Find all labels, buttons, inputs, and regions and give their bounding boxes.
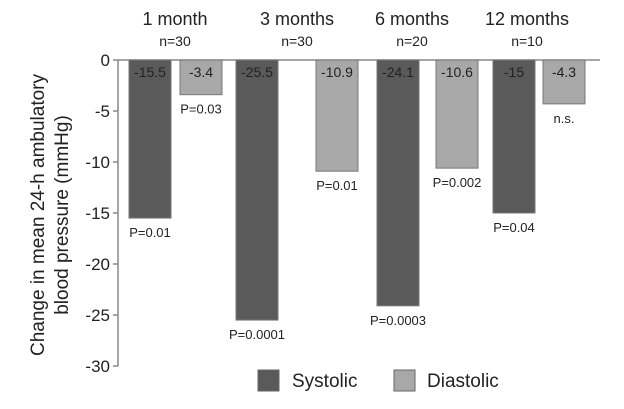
legend-label-diastolic: Diastolic xyxy=(427,371,499,392)
bar-value-label: -10.9 xyxy=(321,64,353,80)
y-tick-label: 0 xyxy=(101,51,110,70)
p-value-label: n.s. xyxy=(554,111,575,126)
y-axis-label: Change in mean 24-h ambulatory blood pre… xyxy=(28,74,73,357)
p-value-label: P=0.01 xyxy=(316,178,358,193)
category-label: 6 months xyxy=(375,9,449,29)
legend-swatch-systolic xyxy=(257,369,280,392)
p-value-label: P=0.002 xyxy=(433,175,482,190)
y-tick-label: -30 xyxy=(85,357,110,376)
p-value-label: P=0.0003 xyxy=(370,313,426,328)
bar-value-label: -15 xyxy=(504,64,524,80)
y-tick-label: -25 xyxy=(85,306,110,325)
category-n-label: n=30 xyxy=(159,33,191,49)
bar-diastolic xyxy=(315,59,359,172)
category-label: 1 month xyxy=(142,9,207,29)
legend-swatch-diastolic xyxy=(393,369,416,392)
category-label: 12 months xyxy=(485,9,569,29)
legend: Systolic Diastolic xyxy=(257,369,499,392)
bar-value-label: -25.5 xyxy=(241,64,273,80)
category-n-label: n=30 xyxy=(281,33,313,49)
p-value-label: P=0.01 xyxy=(129,225,171,240)
legend-label-systolic: Systolic xyxy=(292,371,357,392)
category-n-label: n=20 xyxy=(396,33,428,49)
bars: 1 month n=30 -15.5 P=0.01 -3.4 P=0.03 3 months… xyxy=(128,9,586,342)
category-n-label: n=10 xyxy=(511,33,543,49)
p-value-label: P=0.0001 xyxy=(229,327,285,342)
bar-systolic xyxy=(492,59,536,214)
bar-value-label: -24.1 xyxy=(382,64,414,80)
bar-value-label: -10.6 xyxy=(441,64,473,80)
bar-systolic xyxy=(128,59,172,219)
y-tick-label: -10 xyxy=(85,153,110,172)
p-value-label: P=0.03 xyxy=(180,102,222,117)
y-axis-label-line-1: Change in mean 24-h ambulatory xyxy=(28,74,49,357)
y-tick-label: -5 xyxy=(95,102,110,121)
bar-systolic xyxy=(376,59,420,307)
y-tick-label: -20 xyxy=(85,255,110,274)
bar-diastolic xyxy=(542,59,586,105)
bar-value-label: -3.4 xyxy=(189,64,213,80)
bar-value-label: -15.5 xyxy=(134,64,166,80)
category-label: 3 months xyxy=(260,9,334,29)
bar-diastolic xyxy=(179,59,223,96)
y-tick-label: -15 xyxy=(85,204,110,223)
bar-value-label: -4.3 xyxy=(552,64,576,80)
y-axis-label-line-2: blood pressure (mmHg) xyxy=(52,115,73,315)
p-value-label: P=0.04 xyxy=(493,220,535,235)
bar-diastolic xyxy=(435,59,479,169)
bar-systolic xyxy=(235,59,279,321)
